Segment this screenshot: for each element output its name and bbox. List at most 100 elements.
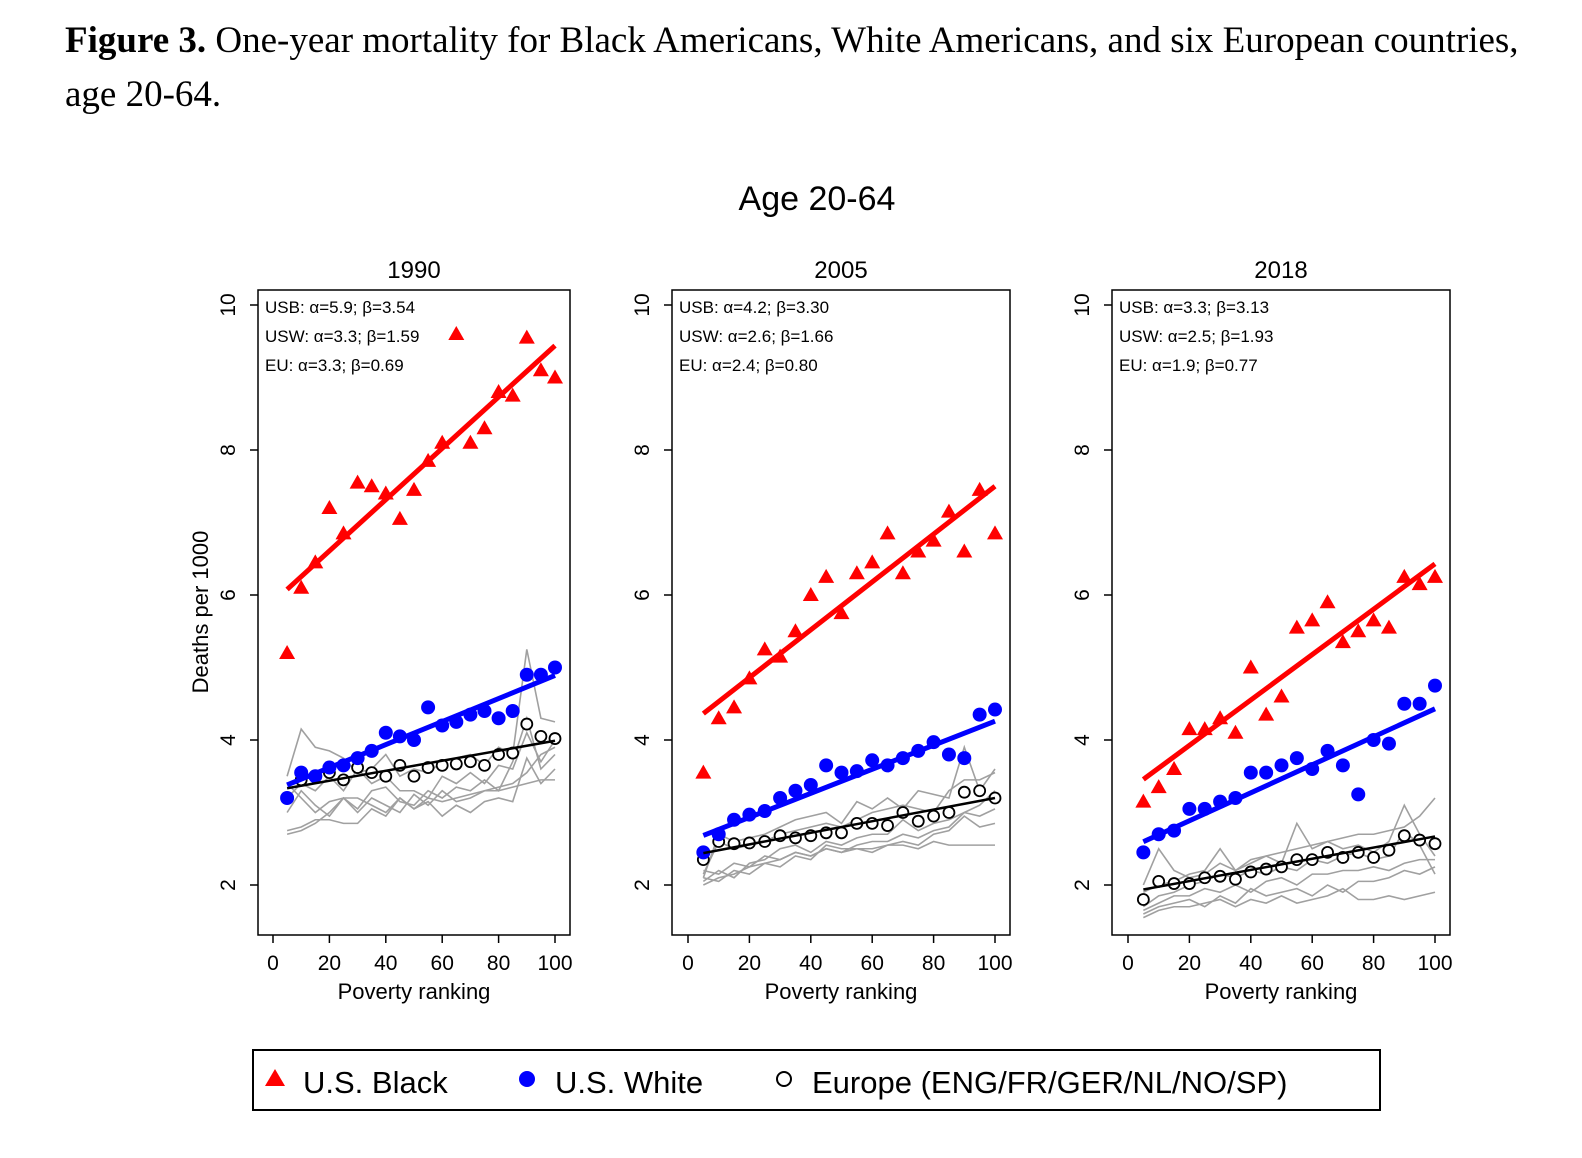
us-white-point [1289, 751, 1304, 766]
fit-annotation: USW: α=2.5; β=1.93 [1119, 327, 1273, 346]
usw-fit-line [286, 673, 556, 788]
us-black-point [787, 623, 804, 638]
y-tick-label: 10 [631, 293, 654, 316]
us-black-point [1396, 568, 1413, 583]
us-white-point [378, 725, 393, 740]
usw-fit-line [1142, 706, 1437, 845]
europe-country-line-6 [703, 840, 995, 875]
us-black-point [1227, 724, 1244, 739]
us-white-point [1136, 845, 1151, 860]
x-tick-label: 100 [977, 952, 1012, 975]
y-tick-label: 4 [631, 734, 654, 746]
us-black-point [987, 525, 1003, 540]
x-tick-label: 100 [537, 952, 572, 975]
europe-country-line-3 [286, 715, 556, 818]
europe-point [927, 809, 940, 823]
europe-country-line-5 [1143, 866, 1436, 915]
plot-frame [671, 289, 1011, 936]
europe-point [520, 717, 534, 731]
y-tick-label: 8 [217, 444, 240, 456]
legend-filled-circle-icon [519, 1071, 535, 1087]
fit-annotation: EU: α=3.3; β=0.69 [265, 356, 404, 375]
chart-title: Age 20-64 [739, 180, 896, 218]
us-white-point [519, 667, 534, 682]
figure-caption: Figure 3. One-year mortality for Black A… [65, 14, 1545, 122]
x-tick-label: 20 [318, 952, 341, 975]
us-black-point [1365, 612, 1382, 627]
us-white-point [280, 791, 295, 805]
us-white-point [1412, 696, 1427, 711]
europe-point [478, 758, 491, 772]
eu-fit-line [286, 739, 556, 790]
us-black-point [532, 362, 549, 377]
eu-fit-line [1143, 835, 1436, 891]
us-black-point [879, 525, 896, 540]
x-tick-label: 80 [487, 952, 510, 975]
europe-point [463, 755, 477, 769]
europe-point [1136, 893, 1150, 906]
us-white-point [972, 707, 987, 722]
us-black-point [1258, 706, 1275, 721]
us-black-point [406, 481, 422, 496]
us-white-point [819, 758, 834, 773]
us-white-point [1182, 801, 1197, 816]
us-black-point [1427, 568, 1443, 583]
europe-country-line-4 [286, 746, 556, 836]
x-tick-label: 60 [431, 952, 454, 975]
legend-label: U.S. White [555, 1065, 703, 1100]
us-black-point [1334, 634, 1351, 649]
europe-point [1229, 872, 1242, 886]
europe-country-line-5 [703, 815, 996, 883]
y-tick-label: 8 [1071, 444, 1094, 456]
fit-annotation: USW: α=2.6; β=1.66 [679, 327, 833, 346]
us-white-point [988, 702, 1002, 717]
plot-frame [257, 289, 571, 936]
us-black-point [1288, 619, 1305, 634]
us-black-point [864, 554, 881, 569]
us-black-point [818, 568, 835, 583]
legend-triangle-icon [265, 1069, 285, 1086]
us-white-point [421, 700, 436, 715]
us-black-point [756, 641, 773, 656]
us-black-point [802, 587, 819, 601]
europe-country-line-6 [286, 779, 555, 814]
x-tick-label: 20 [1178, 952, 1201, 975]
us-black-point [833, 605, 850, 620]
us-white-point [788, 783, 803, 798]
legend-label: Europe (ENG/FR/GER/NL/NO/SP) [812, 1065, 1287, 1100]
x-tick-label: 40 [374, 952, 397, 975]
us-black-point [462, 434, 479, 449]
europe-point [957, 785, 971, 799]
legend-label: U.S. Black [303, 1065, 448, 1100]
us-black-point [321, 500, 338, 514]
us-black-point [940, 503, 957, 518]
x-axis-label: Poverty ranking [765, 979, 918, 1004]
europe-country-line-5 [286, 756, 556, 832]
us-black-point [956, 543, 973, 558]
us-black-point [1273, 688, 1290, 703]
europe-country-line-2 [1143, 797, 1436, 893]
x-tick-label: 60 [861, 952, 884, 975]
us-black-point [1350, 623, 1367, 638]
x-axis-label: Poverty ranking [1205, 979, 1358, 1004]
us-black-point [1150, 779, 1167, 794]
y-tick-label: 6 [631, 589, 654, 601]
fit-annotation: EU: α=1.9; β=0.77 [1119, 356, 1258, 375]
x-tick-label: 20 [738, 952, 761, 975]
us-white-point [1351, 787, 1366, 802]
europe-point [1367, 851, 1380, 864]
europe-country-line-3 [702, 790, 996, 883]
figure-label: Figure 3. [65, 20, 207, 61]
fit-annotation: USB: α=3.3; β=3.13 [1119, 298, 1269, 317]
us-black-point [695, 764, 712, 779]
us-white-point [491, 711, 506, 726]
us-white-point [1243, 765, 1258, 780]
europe-point [973, 784, 987, 798]
x-tick-label: 0 [682, 952, 694, 975]
us-black-point [363, 478, 380, 493]
us-white-point [1259, 765, 1274, 780]
x-tick-label: 80 [1362, 952, 1385, 975]
legend-box [252, 1049, 1381, 1111]
y-tick-label: 10 [217, 293, 240, 316]
